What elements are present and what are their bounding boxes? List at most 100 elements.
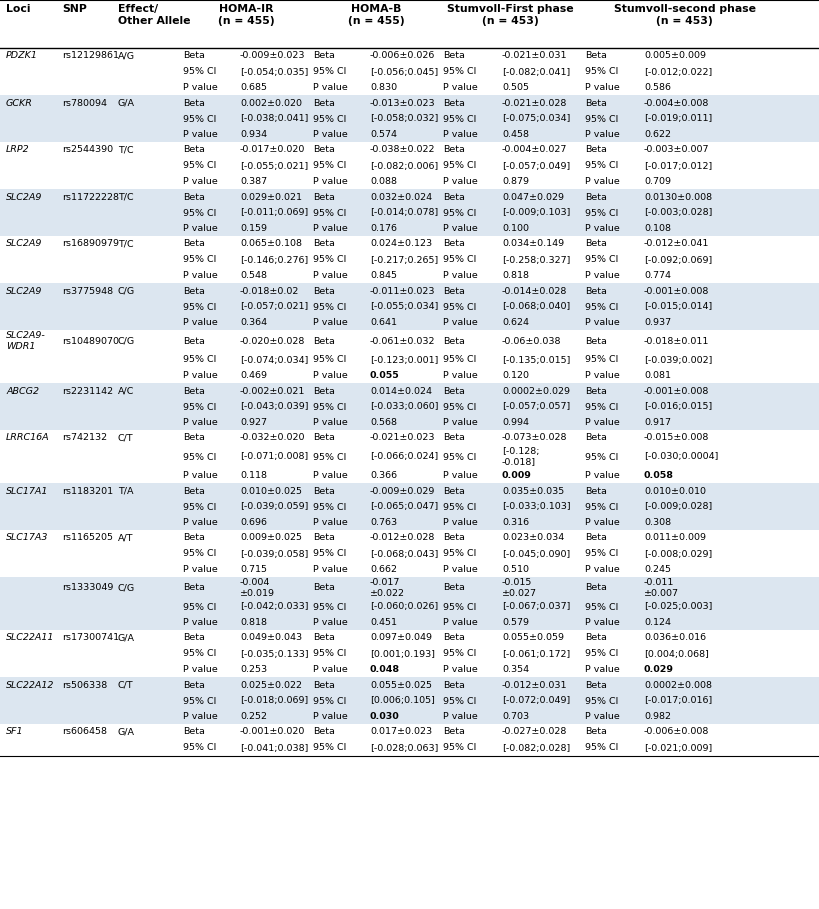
Text: Beta: Beta	[443, 434, 465, 443]
Text: 0.055±0.025: 0.055±0.025	[370, 681, 432, 690]
Text: 0.048: 0.048	[370, 665, 400, 674]
Text: P value: P value	[313, 518, 348, 527]
Text: Beta: Beta	[585, 434, 607, 443]
Text: P value: P value	[313, 712, 348, 721]
Text: 95% CI: 95% CI	[443, 303, 477, 312]
Text: P value: P value	[443, 565, 477, 574]
Text: P value: P value	[313, 371, 348, 380]
Text: Beta: Beta	[585, 634, 607, 643]
Text: P value: P value	[183, 618, 218, 627]
Text: rs606458: rs606458	[62, 727, 107, 736]
Text: 95% CI: 95% CI	[183, 208, 216, 217]
Text: [-0.217;0.265]: [-0.217;0.265]	[370, 255, 438, 265]
Text: P value: P value	[313, 418, 348, 427]
Text: 95% CI: 95% CI	[443, 744, 477, 753]
Text: 0.469: 0.469	[240, 371, 267, 380]
Text: [-0.038;0.041]: [-0.038;0.041]	[240, 115, 309, 124]
Text: G/A: G/A	[118, 634, 135, 643]
Text: 0.124: 0.124	[644, 618, 671, 627]
Text: 95% CI: 95% CI	[443, 650, 477, 658]
Text: [-0.033;0.103]: [-0.033;0.103]	[502, 503, 571, 512]
Text: 0.458: 0.458	[502, 130, 529, 139]
Text: P value: P value	[585, 130, 620, 139]
Text: Beta: Beta	[313, 239, 335, 248]
Text: -0.001±0.008: -0.001±0.008	[644, 386, 709, 395]
Text: P value: P value	[443, 371, 477, 380]
Bar	[0, 283, 819, 330]
Text: rs16890979: rs16890979	[62, 239, 119, 248]
Text: Beta: Beta	[585, 239, 607, 248]
Text: P value: P value	[183, 224, 218, 233]
Text: 0.316: 0.316	[502, 518, 529, 527]
Bar	[0, 430, 819, 483]
Text: P value: P value	[183, 565, 218, 574]
Bar	[0, 189, 819, 236]
Text: T/A: T/A	[118, 486, 133, 495]
Text: [-0.028;0.063]: [-0.028;0.063]	[370, 744, 438, 753]
Text: Beta: Beta	[183, 434, 205, 443]
Text: -0.021±0.028: -0.021±0.028	[502, 98, 568, 107]
Text: [-0.065;0.047]: [-0.065;0.047]	[370, 503, 438, 512]
Text: 95% CI: 95% CI	[585, 453, 618, 462]
Text: Loci: Loci	[6, 4, 30, 14]
Text: [-0.021;0.009]: [-0.021;0.009]	[644, 744, 713, 753]
Text: Beta: Beta	[585, 486, 607, 495]
Text: Beta: Beta	[183, 727, 205, 736]
Text: 95% CI: 95% CI	[443, 208, 477, 217]
Text: Beta: Beta	[443, 145, 465, 155]
Text: 95% CI: 95% CI	[585, 255, 618, 265]
Text: -0.012±0.028: -0.012±0.028	[370, 534, 436, 543]
Text: [-0.060;0.026]: [-0.060;0.026]	[370, 603, 438, 612]
Text: Beta: Beta	[443, 727, 465, 736]
Text: -0.014±0.028: -0.014±0.028	[502, 286, 568, 295]
Text: -0.021±0.023: -0.021±0.023	[370, 434, 436, 443]
Text: -0.017
±0.022: -0.017 ±0.022	[370, 578, 405, 597]
Text: [-0.058;0.032]: [-0.058;0.032]	[370, 115, 438, 124]
Text: 0.100: 0.100	[502, 224, 529, 233]
Text: 0.622: 0.622	[644, 130, 671, 139]
Text: Beta: Beta	[443, 336, 465, 345]
Text: Beta: Beta	[183, 98, 205, 107]
Text: 95% CI: 95% CI	[313, 208, 346, 217]
Text: SLC22A12: SLC22A12	[6, 681, 54, 690]
Text: P value: P value	[443, 224, 477, 233]
Text: Beta: Beta	[183, 634, 205, 643]
Text: 95% CI: 95% CI	[443, 255, 477, 265]
Text: 0.662: 0.662	[370, 565, 397, 574]
Text: 95% CI: 95% CI	[585, 115, 618, 124]
Text: 95% CI: 95% CI	[585, 503, 618, 512]
Text: [-0.067;0.037]: [-0.067;0.037]	[502, 603, 570, 612]
Text: -0.073±0.028: -0.073±0.028	[502, 434, 568, 443]
Text: Beta: Beta	[313, 145, 335, 155]
Text: Beta: Beta	[313, 193, 335, 202]
Text: Beta: Beta	[443, 286, 465, 295]
Text: Beta: Beta	[313, 286, 335, 295]
Text: Beta: Beta	[313, 634, 335, 643]
Text: 95% CI: 95% CI	[313, 550, 346, 558]
Text: C/T: C/T	[118, 434, 133, 443]
Text: 95% CI: 95% CI	[585, 162, 618, 171]
Text: 95% CI: 95% CI	[183, 603, 216, 612]
Text: P value: P value	[443, 130, 477, 139]
Text: 95% CI: 95% CI	[443, 162, 477, 171]
Text: 95% CI: 95% CI	[443, 355, 477, 365]
Text: 95% CI: 95% CI	[183, 744, 216, 753]
Text: 0.029: 0.029	[644, 665, 674, 674]
Text: 95% CI: 95% CI	[443, 603, 477, 612]
Text: 0.252: 0.252	[240, 712, 267, 721]
Text: -0.004
±0.019: -0.004 ±0.019	[240, 578, 275, 597]
Text: Beta: Beta	[585, 52, 607, 61]
Text: Beta: Beta	[313, 336, 335, 345]
Text: [-0.135;0.015]: [-0.135;0.015]	[502, 355, 570, 365]
Text: 0.624: 0.624	[502, 318, 529, 327]
Text: P value: P value	[443, 83, 477, 92]
Text: rs11722228: rs11722228	[62, 193, 119, 202]
Text: SLC2A9: SLC2A9	[6, 193, 43, 202]
Text: P value: P value	[183, 418, 218, 427]
Text: P value: P value	[313, 224, 348, 233]
Text: [-0.092;0.069]: [-0.092;0.069]	[644, 255, 713, 265]
Text: 0.982: 0.982	[644, 712, 671, 721]
Text: Beta: Beta	[585, 336, 607, 345]
Text: Beta: Beta	[313, 434, 335, 443]
Text: 95% CI: 95% CI	[313, 603, 346, 612]
